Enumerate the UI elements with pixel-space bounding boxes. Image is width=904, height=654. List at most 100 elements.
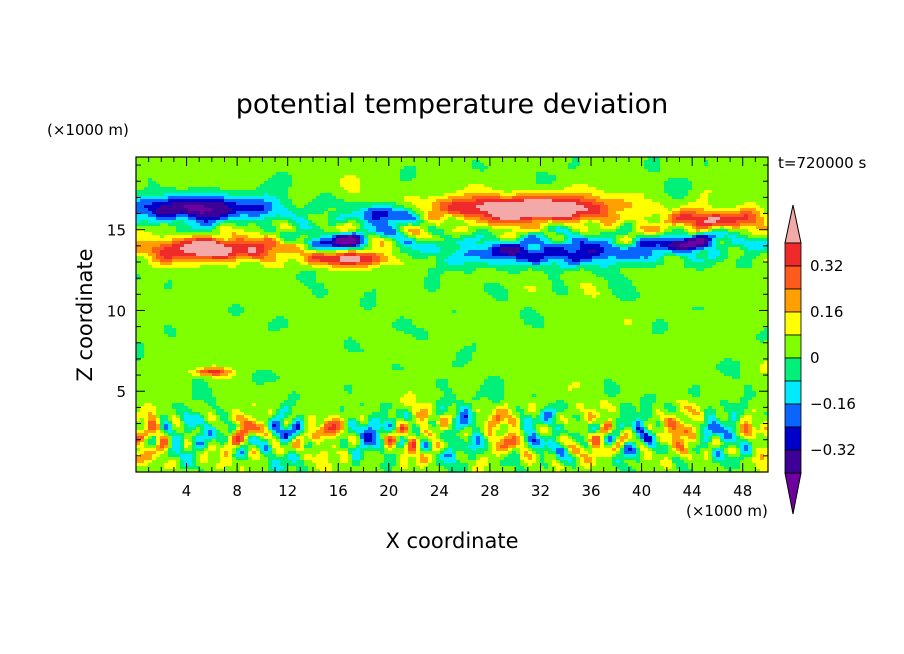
contour-cell	[204, 229, 209, 233]
contour-cell	[308, 223, 313, 227]
contour-cell	[444, 166, 449, 170]
contour-cell	[168, 169, 173, 173]
contour-cell	[208, 241, 213, 245]
contour-cell	[252, 187, 257, 191]
contour-cell	[204, 241, 209, 245]
contour-cell	[188, 163, 193, 167]
contour-cell	[596, 208, 601, 212]
contour-cell	[152, 220, 157, 224]
contour-cell	[196, 184, 201, 188]
contour-cell	[188, 238, 193, 242]
contour-cell	[628, 193, 633, 197]
contour-cell	[644, 208, 649, 212]
contour-cell	[248, 181, 253, 185]
contour-cell	[364, 202, 369, 206]
contour-cell	[272, 229, 277, 233]
contour-cell	[676, 238, 681, 242]
contour-cell	[456, 196, 461, 200]
contour-cell	[620, 232, 625, 236]
contour-cell	[276, 169, 281, 173]
contour-cell	[384, 172, 389, 176]
contour-cell	[288, 208, 293, 212]
contour-cell	[520, 214, 525, 218]
contour-cell	[564, 214, 569, 218]
contour-cell	[708, 247, 713, 251]
contour-cell	[692, 175, 697, 179]
contour-cell	[500, 244, 505, 248]
contour-cell	[756, 202, 761, 206]
contour-cell	[608, 202, 613, 206]
contour-cell	[372, 232, 377, 236]
contour-cell	[404, 202, 409, 206]
contour-cell	[208, 235, 213, 239]
contour-cell	[292, 193, 297, 197]
contour-cell	[372, 193, 377, 197]
contour-cell	[276, 250, 281, 254]
contour-cell	[580, 220, 585, 224]
contour-cell	[600, 193, 605, 197]
contour-cell	[632, 166, 637, 170]
contour-cell	[384, 196, 389, 200]
contour-cell	[160, 190, 165, 194]
contour-cell	[732, 178, 737, 182]
contour-cell	[732, 175, 737, 179]
contour-cell	[684, 163, 689, 167]
contour-cell	[452, 199, 457, 203]
contour-cell	[388, 160, 393, 164]
contour-cell	[380, 169, 385, 173]
contour-cell	[256, 247, 261, 251]
contour-cell	[344, 178, 349, 182]
contour-cell	[416, 187, 421, 191]
contour-cell	[356, 229, 361, 233]
contour-cell	[708, 220, 713, 224]
contour-cell	[204, 181, 209, 185]
contour-cell	[712, 208, 717, 212]
contour-cell	[456, 178, 461, 182]
contour-cell	[432, 181, 437, 185]
contour-cell	[604, 190, 609, 194]
contour-cell	[464, 244, 469, 248]
x-unit-label: (×1000 m)	[686, 502, 768, 520]
contour-cell	[336, 166, 341, 170]
contour-cell	[152, 178, 157, 182]
contour-cell	[720, 247, 725, 251]
contour-cell	[532, 190, 537, 194]
contour-cell	[308, 220, 313, 224]
contour-cell	[432, 238, 437, 242]
contour-cell	[484, 190, 489, 194]
contour-cell	[268, 187, 273, 191]
contour-cell	[524, 196, 529, 200]
contour-cell	[348, 220, 353, 224]
contour-cell	[724, 193, 729, 197]
contour-cell	[592, 226, 597, 230]
contour-cell	[232, 193, 237, 197]
contour-cell	[308, 214, 313, 218]
contour-cell	[264, 181, 269, 185]
contour-cell	[652, 214, 657, 218]
contour-cell	[548, 220, 553, 224]
contour-cell	[456, 235, 461, 239]
contour-cell	[136, 211, 141, 215]
contour-cell	[356, 244, 361, 248]
contour-cell	[296, 241, 301, 245]
contour-cell	[216, 223, 221, 227]
contour-cell	[472, 163, 477, 167]
contour-cell	[168, 199, 173, 203]
contour-cell	[392, 199, 397, 203]
contour-cell	[280, 235, 285, 239]
contour-cell	[188, 250, 193, 254]
contour-cell	[576, 202, 581, 206]
contour-cell	[500, 214, 505, 218]
contour-cell	[144, 247, 149, 251]
contour-cell	[524, 241, 529, 245]
contour-cell	[540, 175, 545, 179]
contour-cell	[724, 190, 729, 194]
contour-cell	[400, 178, 405, 182]
contour-cell	[480, 193, 485, 197]
contour-cell	[620, 223, 625, 227]
contour-cell	[176, 187, 181, 191]
contour-cell	[444, 229, 449, 233]
contour-cell	[188, 184, 193, 188]
contour-cell	[196, 211, 201, 215]
contour-cell	[272, 199, 277, 203]
